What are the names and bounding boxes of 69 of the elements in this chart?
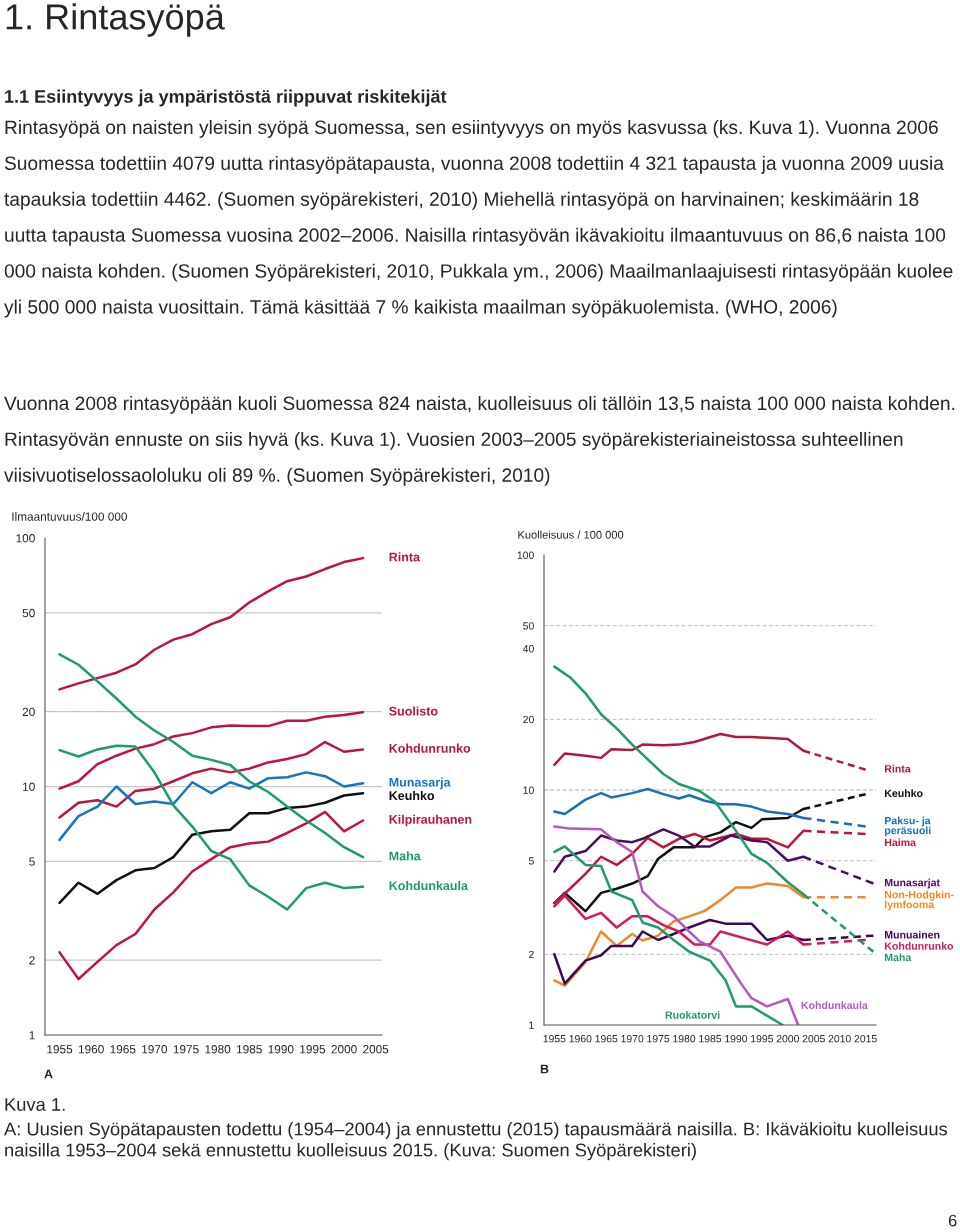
y-tick-label: 2 <box>29 956 35 965</box>
y-tick-label: 2 <box>529 950 534 959</box>
series-label: Kohdunkaula <box>801 1001 868 1010</box>
x-tick-label: 1965 <box>110 1045 136 1054</box>
text: Kilpirauhanen <box>389 814 472 827</box>
text: Suolisto <box>389 706 438 716</box>
x-tick-label: 1985 <box>699 1035 722 1043</box>
text: Munuainen <box>885 930 940 939</box>
y-tick-label: 1 <box>529 1021 534 1029</box>
y-tick-label: 50 <box>22 608 35 618</box>
text: A: Uusien Syöpätapausten todettu (1954–2004) ja ennustettu (2015) tapausmäärä naisilla. B: Ikäväkioitu kuolleisuus naisilla 1953–2004 sekä ennustettu kuolleisuus 2015. (Kuva: Suomen Syöpärekisteri) <box>4 1122 948 1161</box>
text: Munasarjat <box>885 878 940 889</box>
y-axis-title: Kuolleisuus / 100 000 <box>518 530 624 539</box>
y-tick-label: 50 <box>523 622 534 630</box>
y-tick-label: 20 <box>22 707 35 717</box>
text: Keuhko <box>389 790 435 801</box>
x-tick-label: 1960 <box>78 1045 104 1054</box>
x-tick-label: 1975 <box>647 1035 670 1043</box>
text: Maha <box>389 851 421 861</box>
text: Paksu- ja peräsuoli <box>885 816 931 837</box>
series-label: Maha <box>885 953 912 962</box>
y-tick-label: 10 <box>523 786 534 794</box>
y-tick-label: 1 <box>29 1031 35 1040</box>
y-tick-label: 100 <box>517 551 534 559</box>
x-tick-label: 2005 <box>363 1045 389 1054</box>
text: Haima <box>885 838 917 847</box>
text: Rinta <box>885 764 911 773</box>
text: A <box>44 1069 53 1079</box>
text: 6 <box>948 1214 957 1227</box>
x-tick-label: 1970 <box>621 1035 644 1043</box>
x-tick-label: 2010 <box>828 1035 851 1043</box>
text: Kohdunkaula <box>389 880 468 891</box>
y-tick-label: 5 <box>528 857 534 865</box>
x-tick-label: 1990 <box>725 1035 748 1043</box>
series-label: Ruokatorvi <box>665 1010 720 1019</box>
x-tick-label: 1995 <box>300 1045 326 1054</box>
x-tick-label: 1975 <box>173 1045 199 1054</box>
text: B <box>540 1064 549 1074</box>
y-tick-label: 40 <box>522 645 534 653</box>
text: Munasarja <box>389 777 451 790</box>
x-tick-label: 1955 <box>543 1035 566 1043</box>
text: Keuhko <box>885 789 923 797</box>
text: Vuonna 2008 rintasyöpään kuoli Suomessa 824 naista, kuolleisuus oli tällöin 13,5 naista 100 000 naista kohden. Rintasyövän ennuste on siis hyvä (ks. Kuva 1). Vuosien 2003–2005 syöpärekisteriaineistossa suhteellinen viisivuotiselossaololuku oli 89 %. (Suomen Syöpärekisteri, 2010) <box>4 396 955 486</box>
text: Kuva 1. <box>5 1098 65 1111</box>
x-tick-label: 1990 <box>268 1045 294 1054</box>
y-tick-label: 5 <box>29 857 35 866</box>
x-tick-label: 1960 <box>569 1035 592 1043</box>
x-tick-label: 1970 <box>142 1045 168 1054</box>
x-tick-label: 1980 <box>673 1035 696 1043</box>
x-tick-label: 1995 <box>751 1035 774 1043</box>
x-tick-label: 1985 <box>236 1045 262 1054</box>
x-tick-label: 1965 <box>595 1035 618 1043</box>
y-tick-label: 20 <box>523 715 534 724</box>
text: Kohdunrunko <box>885 942 954 950</box>
x-tick-label: 2015 <box>854 1035 877 1043</box>
y-axis-title: Ilmaantuvuus/100 000 <box>12 512 128 521</box>
x-tick-label: 1980 <box>205 1045 231 1054</box>
x-tick-label: 2005 <box>802 1035 825 1043</box>
y-tick-label: 10 <box>23 782 35 791</box>
text: Rinta <box>389 552 421 562</box>
text: Kohdunrunko <box>389 743 471 753</box>
text: Rintasyöpä on naisten yleisin syöpä Suomessa, sen esiintyvyys on myös kasvussa (ks. Kuva 1). Vuonna 2006 Suomessa todettiin 4079 uutta rintasyöpätapausta, vuonna 2008 todettiin 4 321 tapausta ja vuonna 2009 uusia tapauksia todettiin 4462. (Suomen syöpärekisteri, 2010) Miehellä rintasyöpä on harvinainen; keskimäärin 18 uutta tapausta Suomessa vuosina 2002–2006. Naisilla rintasyövän ikävakioitu ilmaantuvuus on 86,6 naista 100 000 naista kohden. (Suomen Syöpärekisteri, 2010, Pukkala ym., 2006) Maailmanlaajuisesti rintasyöpään kuolee yli 500 000 naista vuosittain. Tämä käsittää 7 % kaikista maailman syöpäkuolemista. (WHO, 2006) <box>4 120 953 318</box>
chart-subtitle: 1.1 Esiintyvyys ja ympäristöstä riippuvat riskitekijät <box>5 89 447 107</box>
y-tick-label: 100 <box>16 534 35 543</box>
chart-title: 1. Rintasyöpä <box>6 3 225 37</box>
x-tick-label: 2000 <box>331 1045 357 1054</box>
x-tick-label: 2000 <box>776 1035 799 1043</box>
text: Non-Hodgkin- lymfooma <box>885 890 954 911</box>
x-tick-label: 1955 <box>47 1045 73 1054</box>
